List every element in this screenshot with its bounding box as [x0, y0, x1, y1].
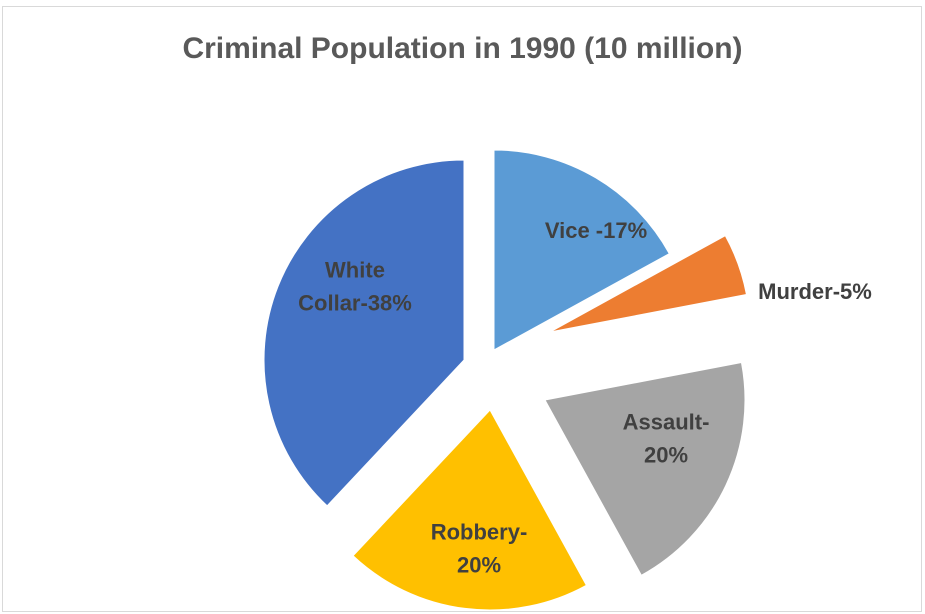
pie-slice-murder [549, 234, 748, 333]
data-label-robbery: Robbery-20% [431, 519, 528, 577]
chart-title: Criminal Population in 1990 (10 million) [182, 32, 743, 65]
data-label-vice: Vice -17% [545, 218, 647, 243]
pie-slice-assault [544, 361, 746, 576]
pie-slice-robbery [352, 409, 588, 611]
data-label-murder: Murder-5% [758, 279, 872, 304]
data-label-assault: Assault-20% [623, 409, 710, 467]
data-label-white-collar: White Collar-38% [298, 257, 412, 315]
pie-slice-vice [493, 149, 670, 351]
pie-slice-white-collar [263, 159, 465, 507]
